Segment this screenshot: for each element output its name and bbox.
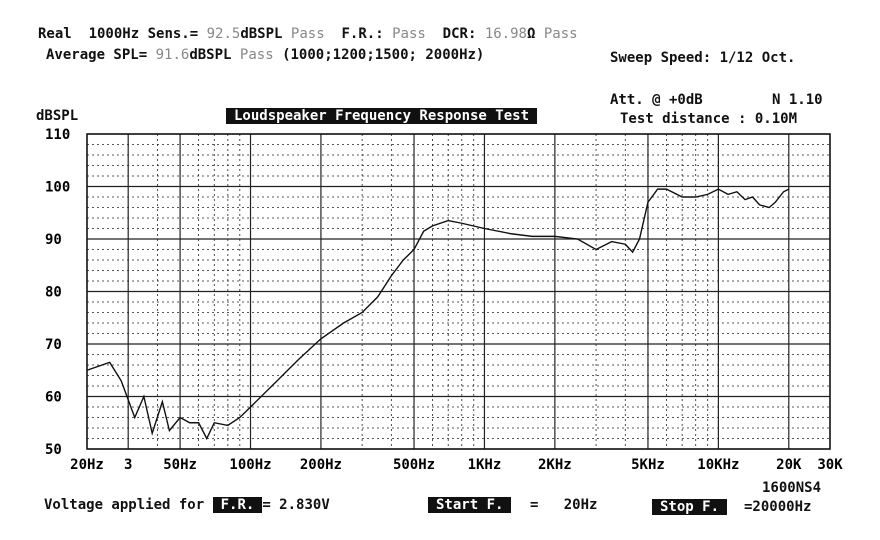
avg-status: Pass (239, 47, 274, 63)
x-tick-label: 200Hz (300, 457, 342, 473)
avg-unit: dBSPL (189, 47, 232, 63)
dcr-unit: Ω (526, 26, 536, 42)
dcr-status: Pass (543, 26, 578, 42)
y-axis-label: dBSPL (36, 108, 79, 124)
footer-line: Voltage applied for F.R. = 2.830V (44, 497, 330, 513)
x-tick-label: 2KHz (538, 457, 572, 473)
start-box: Start F. (428, 497, 512, 513)
dcr-label: DCR: (442, 26, 477, 42)
fr-label: F.R.: (341, 26, 384, 42)
y-tick-label: 90 (45, 232, 62, 248)
start-freq: = 20Hz (530, 497, 598, 513)
sweep-speed: Sweep Speed: 1/12 Oct. (610, 50, 796, 66)
avg-value: 91.6 (155, 47, 190, 63)
sens-unit: dBSPL (240, 26, 283, 42)
x-tick-label: 500Hz (393, 457, 435, 473)
y-tick-label: 100 (45, 180, 70, 196)
x-tick-label: 50Hz (163, 457, 197, 473)
ref-freq: 1000Hz (88, 26, 140, 42)
x-tick-label: 10KHz (697, 457, 739, 473)
x-tick-label: 20K (776, 457, 802, 473)
x-tick-label: 1KHz (468, 457, 502, 473)
x-tick-label: 5KHz (631, 457, 665, 473)
voltage-value: = 2.830V (262, 497, 330, 513)
x-tick-label: 3 (124, 457, 132, 473)
y-tick-label: 70 (45, 337, 62, 353)
y-tick-label: 60 (45, 390, 62, 406)
y-tick-label: 110 (45, 127, 70, 143)
y-tick-label: 50 (45, 442, 62, 458)
mode-label: Real (38, 26, 72, 42)
attenuation: Att. @ +0dB (610, 92, 703, 108)
y-tick-label: 80 (45, 285, 62, 301)
dcr-value: 16.98 (484, 26, 527, 42)
x-tick-label: 20Hz (70, 457, 104, 473)
sens-status: Pass (290, 26, 325, 42)
stop-box: Stop F. (652, 499, 728, 515)
response-curve (86, 188, 790, 441)
stop-value: =20000Hz (744, 499, 812, 515)
chart-title: Loudspeaker Frequency Response Test (226, 108, 538, 124)
n-value: N 1.10 (772, 92, 823, 108)
model-label: 1600NS4 (762, 480, 822, 496)
header-line1: Real 1000Hz Sens.= 92.5dBSPL Pass F.R.: … (38, 26, 578, 42)
voltage-label: Voltage applied for (44, 497, 205, 513)
header-line2: Average SPL= 91.6dBSPL Pass (1000;1200;1… (46, 47, 484, 63)
sens-value: 92.5 (206, 26, 241, 42)
test-distance: Test distance : 0.10M (620, 111, 798, 127)
avg-freqs: (1000;1200;1500; 2000Hz) (282, 47, 485, 63)
sens-label: Sens.= (147, 26, 199, 42)
x-tick-label: 30K (817, 457, 843, 473)
x-tick-label: 100Hz (229, 457, 271, 473)
fr-box: F.R. (212, 497, 263, 513)
fr-status: Pass (392, 26, 426, 42)
avg-label: Average SPL= (46, 47, 148, 63)
plot-frame (86, 133, 831, 450)
start-value: 20Hz (563, 497, 598, 513)
